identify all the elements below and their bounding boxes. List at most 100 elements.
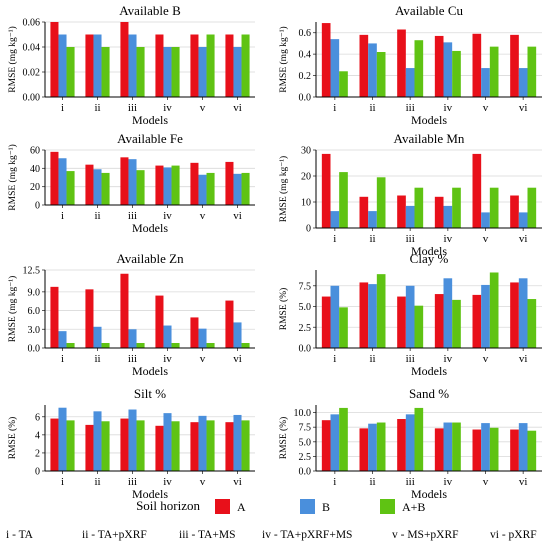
x-tick-label: vi [233,476,242,488]
bar-A-iv [434,35,444,97]
bar-A-v [472,294,482,348]
x-tick-label: ii [369,476,375,488]
y-tick-label: 10 [301,198,311,209]
x-tick-label: v [200,102,206,114]
y-tick-label: 2.5 [299,323,312,334]
bar-B-iii [128,409,137,471]
bar-AplusB-iii [136,420,145,471]
x-tick-label: i [61,353,64,365]
bar-AplusB-v [489,46,499,97]
bar-A-v [472,153,482,228]
bar-A-iii [397,296,406,348]
x-tick-label: ii [94,353,100,365]
x-tick-label: v [200,353,206,365]
bar-B-iv [163,167,172,205]
bar-A-ii [359,282,369,348]
bar-B-iv [443,42,453,97]
bar-B-vi [518,423,528,471]
bar-B-i [330,39,340,97]
x-axis-label: Models [411,113,447,127]
bar-B-v [198,174,207,205]
chart-title: Available Zn [116,251,184,266]
bar-A-vi [225,161,234,205]
bar-AplusB-vi [241,172,250,205]
x-tick-label: ii [369,233,375,245]
y-axis-label: RMSE (%) [278,417,289,460]
bar-AplusB-iv [452,187,461,228]
chart-panel: Clay %0.02.55.07.5i ii iii iv v viModelsRMSE … [278,251,542,378]
bar-B-i [330,414,340,471]
bar-A-vi [510,195,519,228]
y-tick-label: 6.0 [28,306,41,317]
bar-AplusB-iv [171,165,180,205]
legend-swatch-A [215,499,230,514]
bar-AplusB-v [206,343,215,348]
y-tick-label: 5.0 [299,437,312,448]
bar-AplusB-v [489,272,499,348]
bar-B-ii [368,43,377,97]
bar-B-ii [368,211,377,228]
y-tick-label: 2 [35,448,40,459]
x-tick-label: iii [406,353,415,365]
bar-A-v [190,422,199,471]
chart-title: Sand % [409,386,449,401]
bar-B-i [58,407,67,471]
x-tick-label: vi [519,102,528,114]
bar-A-iii [120,418,129,471]
bar-B-iii [128,34,137,97]
bar-B-ii [93,34,102,97]
x-tick-label: iv [163,476,172,488]
x-tick-label: iv [444,102,453,114]
bar-AplusB-iv [452,299,461,348]
bar-AplusB-ii [101,343,110,348]
bar-AplusB-i [339,307,348,348]
bar-AplusB-iii [136,170,145,205]
bar-A-iii [120,273,129,348]
y-tick-label: 6 [35,412,40,423]
bar-B-vi [233,414,242,471]
bar-A-vi [225,422,234,471]
bar-AplusB-v [489,427,499,471]
x-tick-label: vi [233,102,242,114]
bar-B-vi [518,278,528,348]
bar-A-ii [359,34,369,97]
bar-A-ii [85,164,94,205]
x-tick-label: iii [128,210,137,222]
legend-swatch-B [300,499,315,514]
y-axis-label: RMSE (mg kg⁻¹) [7,26,18,92]
bar-B-i [58,331,67,348]
x-tick-label: v [483,102,489,114]
bar-AplusB-i [66,171,75,205]
x-tick-label: vi [233,210,242,222]
legend-label: A [237,500,246,514]
bar-B-iii [405,285,415,348]
y-tick-label: 30 [301,146,311,157]
bar-B-ii [93,326,102,348]
bar-AplusB-i [339,71,348,97]
x-tick-label: ii [94,476,100,488]
y-axis-label: RMSE (%) [278,288,289,331]
bar-B-v [198,328,207,348]
bar-A-v [190,162,199,205]
bar-AplusB-iii [136,343,145,348]
bar-A-v [190,317,199,348]
bar-B-iv [443,278,453,348]
chart-title: Available Fe [117,131,183,146]
bar-AplusB-vi [241,343,250,348]
bar-A-ii [85,424,94,471]
bar-A-iv [434,428,444,471]
bar-A-i [50,286,59,348]
bar-B-v [198,47,207,97]
bar-AplusB-ii [376,274,386,348]
bar-B-iv [163,47,172,97]
bar-AplusB-vi [527,430,537,471]
bar-B-iv [163,413,172,471]
x-axis-label: Models [132,221,168,235]
model-key-item: v - MS+pXRF [392,529,459,541]
bar-A-iv [155,165,164,205]
chart-title: Clay % [410,251,449,266]
x-tick-label: iv [444,353,453,365]
bar-AplusB-iii [136,47,145,97]
